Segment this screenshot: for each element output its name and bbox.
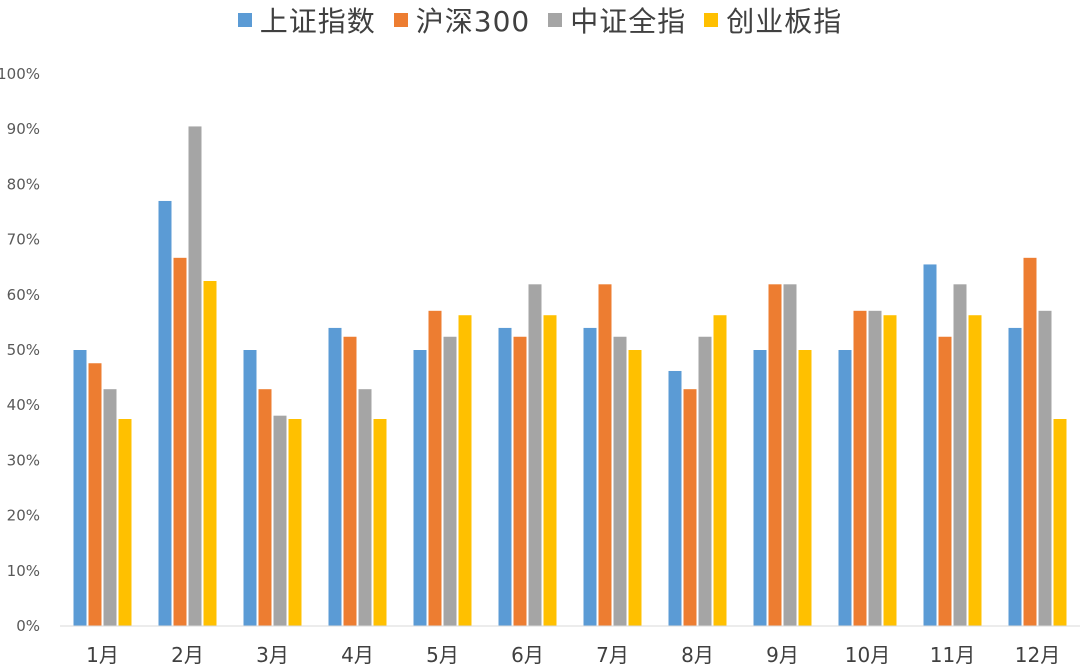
- y-tick-label: 80%: [7, 175, 40, 193]
- bar-4-8月: [713, 315, 727, 626]
- x-axis: 1月 2月 3月 4月 5月 6月 7月 8月 9月 10月 11月 12月: [86, 643, 1060, 667]
- bar-4-4月: [373, 419, 387, 626]
- bar-3-11月: [953, 284, 967, 626]
- legend-label-chinext: 创业板指: [726, 5, 843, 38]
- legend-item-chinext: 创业板指: [704, 0, 842, 40]
- y-axis: 0% 10% 20% 30% 40% 50% 60% 70% 80% 90% 100%: [0, 65, 40, 635]
- legend-label-csi300: 沪深300: [415, 5, 531, 38]
- bar-3-5月: [443, 336, 457, 626]
- x-tick-label: 11月: [930, 643, 975, 667]
- bar-4-7月: [628, 350, 642, 626]
- bar-3-7月: [613, 336, 627, 626]
- y-tick-label: 10%: [7, 562, 40, 580]
- legend-item-csi-all: 中证全指: [548, 0, 686, 40]
- y-tick-label: 60%: [7, 286, 40, 304]
- bar-2-9月: [768, 284, 782, 626]
- bar-4-3月: [288, 419, 302, 626]
- legend-swatch-sse: [237, 13, 252, 27]
- bar-4-6月: [543, 315, 557, 626]
- x-tick-label: 10月: [845, 643, 890, 667]
- y-tick-label: 100%: [0, 65, 40, 83]
- bar-3-4月: [358, 389, 372, 626]
- y-tick-label: 70%: [7, 231, 40, 249]
- x-tick-label: 5月: [426, 643, 459, 667]
- legend-item-sse: 上证指数: [237, 0, 376, 40]
- chart-legend: 上证指数 沪深300 中证全指 创业板指: [0, 0, 1080, 40]
- x-tick-label: 2月: [171, 643, 204, 667]
- bar-1-6月: [498, 327, 512, 626]
- bar-3-2月: [188, 126, 202, 626]
- y-tick-label: 90%: [7, 120, 40, 138]
- x-tick-label: 8月: [681, 643, 714, 667]
- bar-4-11月: [968, 315, 982, 626]
- bar-1-8月: [668, 370, 682, 626]
- bar-2-1月: [88, 363, 102, 626]
- bar-1-3月: [243, 350, 257, 626]
- bar-3-6月: [528, 284, 542, 626]
- bar-1-5月: [413, 350, 427, 626]
- bar-3-10月: [868, 310, 882, 626]
- bar-1-2月: [158, 200, 172, 626]
- x-tick-label: 6月: [511, 643, 544, 667]
- legend-item-csi300: 沪深300: [393, 0, 531, 40]
- y-tick-label: 20%: [7, 507, 40, 525]
- bar-2-12月: [1023, 257, 1037, 626]
- y-tick-label: 0%: [16, 617, 40, 635]
- bar-4-1月: [118, 419, 132, 626]
- bar-3-8月: [698, 336, 712, 626]
- bar-2-8月: [683, 389, 697, 626]
- bar-2-2月: [173, 257, 187, 626]
- y-tick-label: 40%: [7, 396, 40, 414]
- bar-2-7月: [598, 284, 612, 626]
- bar-2-4月: [343, 336, 357, 626]
- bar-1-7月: [583, 327, 597, 626]
- x-tick-label: 3月: [256, 643, 289, 667]
- bar-2-10月: [853, 310, 867, 626]
- legend-swatch-chinext: [704, 13, 719, 27]
- bar-4-5月: [458, 315, 472, 626]
- bar-3-3月: [273, 415, 287, 626]
- y-tick-label: 50%: [7, 341, 40, 359]
- legend-label-sse: 上证指数: [259, 5, 376, 38]
- bar-4-12月: [1053, 419, 1067, 626]
- bar-1-4月: [328, 327, 342, 626]
- bar-3-12月: [1038, 310, 1052, 626]
- bar-2-6月: [513, 336, 527, 626]
- bar-2-11月: [938, 336, 952, 626]
- x-tick-label: 1月: [86, 643, 119, 667]
- bar-4-10月: [883, 315, 897, 626]
- legend-label-csi-all: 中证全指: [570, 5, 687, 38]
- bar-3-1月: [103, 389, 117, 626]
- bar-1-1月: [73, 350, 87, 626]
- x-tick-label: 4月: [341, 643, 374, 667]
- bar-4-9月: [798, 350, 812, 626]
- bar-1-12月: [1008, 327, 1022, 626]
- legend-swatch-csi300: [393, 13, 408, 27]
- y-tick-label: 30%: [7, 451, 40, 469]
- x-tick-label: 12月: [1015, 643, 1060, 667]
- bar-1-9月: [753, 350, 767, 626]
- bar-1-10月: [838, 350, 852, 626]
- bar-2-5月: [428, 310, 442, 626]
- bar-2-3月: [258, 389, 272, 626]
- x-tick-label: 9月: [766, 643, 799, 667]
- bar-1-11月: [923, 264, 937, 626]
- x-tick-label: 7月: [596, 643, 629, 667]
- bar-3-9月: [783, 284, 797, 626]
- bar-4-2月: [203, 281, 217, 626]
- legend-swatch-csi-all: [548, 13, 563, 27]
- bar-group: [73, 126, 1067, 626]
